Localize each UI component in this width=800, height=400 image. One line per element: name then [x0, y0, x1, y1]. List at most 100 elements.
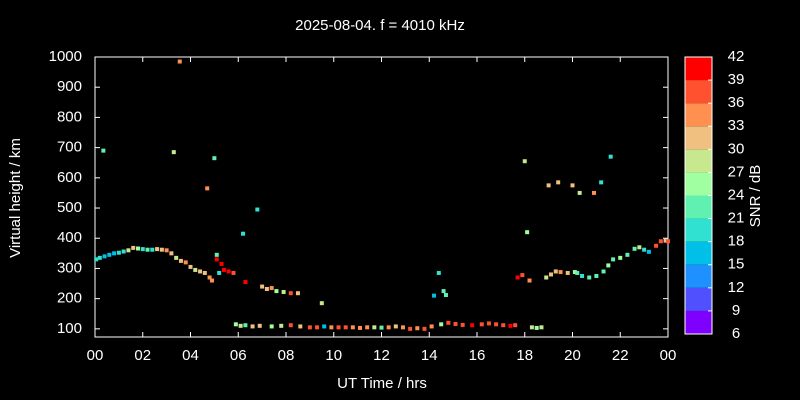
data-point: [663, 238, 668, 243]
data-point: [260, 284, 265, 289]
x-tick-label: 00: [660, 347, 677, 364]
data-point: [441, 289, 446, 294]
colorbar-tick-label: 27: [728, 163, 745, 180]
data-point: [611, 257, 616, 262]
x-tick-label: 18: [516, 347, 533, 364]
data-point: [508, 323, 513, 328]
x-tick-label: 00: [87, 347, 104, 364]
data-point: [632, 246, 637, 251]
data-point: [269, 286, 274, 291]
data-point: [642, 247, 647, 252]
data-point: [150, 247, 155, 252]
data-point: [343, 325, 348, 330]
data-point: [594, 273, 599, 278]
data-point: [572, 270, 577, 275]
data-point: [587, 275, 592, 280]
x-tick-label: 10: [325, 347, 342, 364]
data-point: [198, 269, 203, 274]
data-point: [219, 261, 224, 266]
colorbar-tick-label: 9: [732, 302, 740, 319]
data-point: [288, 323, 293, 328]
data-point: [580, 273, 585, 278]
x-tick-label: 12: [373, 347, 390, 364]
colorbar-tick-label: 6: [732, 325, 740, 342]
data-point: [570, 183, 575, 188]
data-point: [269, 324, 274, 329]
data-point: [295, 291, 300, 296]
y-tick-label: 1000: [49, 48, 82, 65]
colorbar-band: [685, 310, 712, 334]
data-point: [453, 322, 458, 327]
data-point: [646, 249, 651, 254]
colorbar-band: [685, 149, 712, 173]
data-point: [446, 320, 451, 325]
chart-title: 2025-08-04. f = 4010 kHz: [295, 17, 465, 34]
data-point: [625, 252, 630, 257]
data-point: [329, 325, 334, 330]
data-point: [145, 247, 150, 252]
data-point: [549, 272, 554, 277]
x-tick-label: 02: [134, 347, 151, 364]
data-point: [214, 252, 219, 257]
data-point: [379, 325, 384, 330]
data-point: [288, 291, 293, 296]
data-point: [102, 254, 107, 259]
colorbar-tick-label: 12: [728, 279, 745, 296]
data-point: [429, 324, 434, 329]
data-point: [601, 269, 606, 274]
data-point: [257, 323, 262, 328]
data-point: [264, 286, 269, 291]
data-point: [238, 323, 243, 328]
data-point: [250, 324, 255, 329]
data-point: [231, 270, 236, 275]
y-axis-label: Virtual height / km: [7, 138, 24, 258]
colorbar-band: [685, 172, 712, 196]
data-point: [241, 231, 246, 236]
data-point: [443, 293, 448, 298]
data-point: [135, 246, 140, 251]
data-point: [126, 248, 131, 253]
data-point: [460, 322, 465, 327]
data-point: [298, 324, 303, 329]
data-point: [556, 180, 561, 185]
data-point: [207, 275, 212, 280]
data-point: [479, 322, 484, 327]
data-point: [221, 267, 226, 272]
data-point: [544, 275, 549, 280]
colorbar-tick-label: 21: [728, 210, 745, 227]
data-point: [107, 252, 112, 257]
y-tick-label: 800: [57, 108, 82, 125]
colorbar-label: SNR / dB: [747, 165, 764, 228]
data-point: [336, 325, 341, 330]
x-tick-label: 14: [421, 347, 438, 364]
data-point: [546, 183, 551, 188]
data-point: [315, 325, 320, 330]
data-point: [177, 59, 182, 64]
data-point: [243, 323, 248, 328]
data-point: [322, 324, 327, 329]
colorbar-tick-label: 42: [728, 48, 745, 65]
data-point: [121, 249, 126, 254]
data-point: [202, 270, 207, 275]
data-point: [618, 255, 623, 260]
data-point: [515, 275, 520, 280]
data-point: [393, 324, 398, 329]
colorbar-band: [685, 241, 712, 265]
data-point: [553, 269, 558, 274]
data-point: [233, 322, 238, 327]
colorbar-tick-label: 39: [728, 71, 745, 88]
colorbar-band: [685, 195, 712, 219]
colorbar-tick-label: 15: [728, 256, 745, 273]
data-point: [171, 150, 176, 155]
data-point: [281, 289, 286, 294]
y-tick-label: 700: [57, 139, 82, 156]
y-tick-label: 100: [57, 320, 82, 337]
x-tick-label: 06: [230, 347, 247, 364]
colorbar-band: [685, 218, 712, 242]
data-point: [415, 326, 420, 331]
y-tick-label: 900: [57, 78, 82, 95]
colorbar-band: [685, 126, 712, 150]
data-point: [193, 267, 198, 272]
colorbar-band: [685, 80, 712, 104]
colorbar-tick-label: 18: [728, 233, 745, 250]
